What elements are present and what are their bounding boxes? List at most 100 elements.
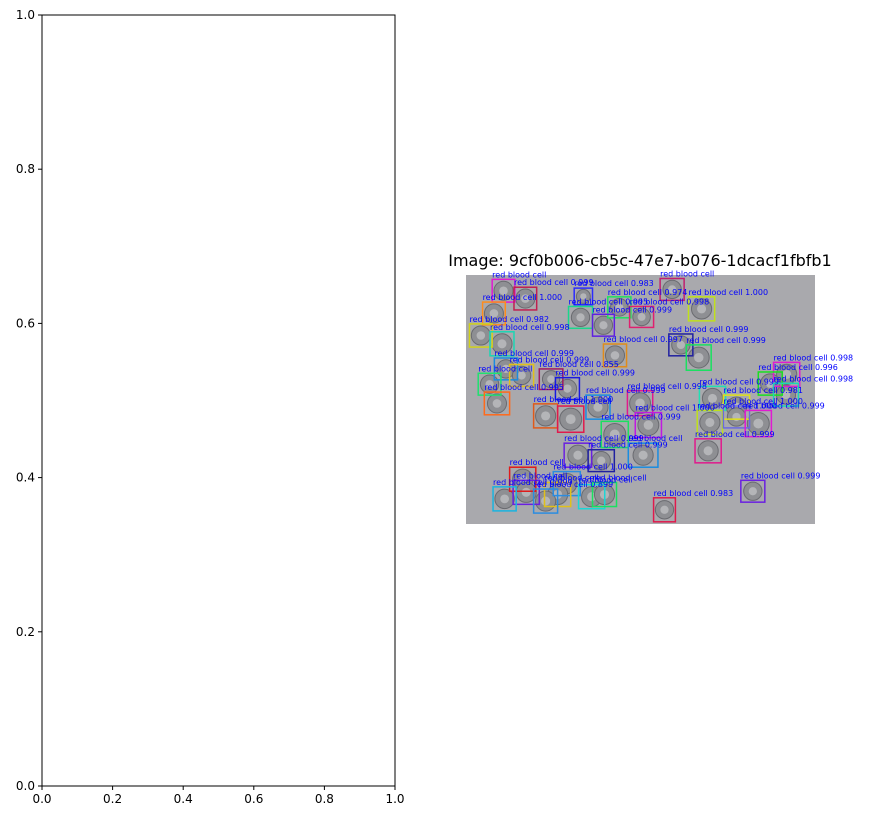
detection-label: red blood cell 0.974 xyxy=(608,288,688,297)
cell-center xyxy=(541,496,551,506)
cell-center xyxy=(576,313,585,322)
detection-box xyxy=(556,405,585,434)
detection-box xyxy=(573,287,594,306)
detection-box xyxy=(772,382,800,407)
detection-label: red blood cell xyxy=(660,269,714,278)
detection-box xyxy=(512,479,541,506)
detection-label: red blood cell 0.999 xyxy=(669,325,749,334)
cell-center xyxy=(610,351,620,360)
detection-label: red blood cell 0.999 xyxy=(588,441,668,450)
cell-center xyxy=(485,380,494,389)
detection-label: red blood cell 0.996 xyxy=(758,363,838,372)
detection-box xyxy=(652,497,677,523)
detection-box xyxy=(468,323,493,348)
detection-label: red blood cell 1.000 xyxy=(697,401,777,410)
detection-label: red blood cell 1.000 xyxy=(534,395,614,404)
cell-center xyxy=(609,429,620,440)
detection-label: red blood cell 0.998 xyxy=(774,374,854,383)
detection-box xyxy=(744,409,773,438)
image-panel: Image: 9cf0b006-cb5c-47e7-b076-1dcacf1fb… xyxy=(448,251,853,524)
detection-label: red blood cell 0.995 xyxy=(484,383,564,392)
image-title: Image: 9cf0b006-cb5c-47e7-b076-1dcacf1fb… xyxy=(448,251,831,270)
cell-center xyxy=(635,398,645,408)
cell-center xyxy=(615,303,624,312)
cell-center xyxy=(638,450,648,460)
y-tick-label: 0.6 xyxy=(16,316,35,330)
cell-center xyxy=(599,321,608,330)
detection-box xyxy=(493,357,519,381)
detection-box xyxy=(591,313,616,337)
detection-box xyxy=(628,305,655,329)
detection-label: red blood cell xyxy=(628,434,682,443)
cell-center xyxy=(562,479,572,489)
cell-center xyxy=(580,293,587,300)
detection-label: red blood cell xyxy=(492,270,546,279)
y-tick-label: 1.0 xyxy=(16,8,35,22)
cell-center xyxy=(660,505,669,514)
detection-label: red blood cell 1.000 xyxy=(688,288,768,297)
detection-label: red blood cell 0.981 xyxy=(723,386,803,395)
detection-label: red blood cell xyxy=(558,397,612,406)
detection-label: red blood cell 0.999 xyxy=(555,369,635,378)
cell-center xyxy=(637,312,646,321)
detection-box xyxy=(659,277,685,302)
detection-label: red blood cell 0.999 xyxy=(593,305,673,314)
cell-center xyxy=(497,339,507,349)
detection-label: red blood cell xyxy=(510,458,564,467)
detection-box xyxy=(696,409,724,436)
x-axis-ticks: 0.0 0.2 0.4 0.6 0.8 1.0 xyxy=(32,786,405,806)
cell-center xyxy=(573,450,583,460)
detection-label: red blood cell 0.999 xyxy=(695,430,775,439)
detection-label: red blood cell 1.000 xyxy=(483,293,563,302)
cell-center xyxy=(492,399,502,408)
cell-center xyxy=(765,379,775,388)
x-tick-label: 0.2 xyxy=(103,792,122,806)
cell-center xyxy=(565,414,576,425)
detection-box xyxy=(626,390,654,417)
detection-box xyxy=(607,296,632,319)
cell-center xyxy=(703,446,713,456)
cell-center xyxy=(694,352,704,363)
x-tick-label: 1.0 xyxy=(385,792,404,806)
detection-label: red blood cell 0.999 xyxy=(741,471,821,480)
cell-center xyxy=(501,364,511,374)
y-tick-label: 0.0 xyxy=(16,779,35,793)
detection-box xyxy=(600,420,630,449)
cell-center xyxy=(587,492,597,502)
detection-box xyxy=(483,391,511,416)
cell-center xyxy=(563,384,572,393)
detection-box xyxy=(685,344,712,371)
x-tick-label: 0.4 xyxy=(174,792,193,806)
cell-center xyxy=(748,487,757,496)
detection-box xyxy=(602,343,628,368)
cell-center xyxy=(707,393,718,403)
y-tick-label: 0.4 xyxy=(16,471,35,485)
cell-center xyxy=(705,417,715,427)
detection-label: red blood cell 1.000 xyxy=(635,404,715,413)
detection-box xyxy=(587,448,616,473)
detection-label: red blood cell 0.999 xyxy=(686,336,766,345)
detection-boxes xyxy=(468,277,801,523)
detection-label: red blood cell xyxy=(513,471,567,480)
left-axes-frame xyxy=(41,14,396,787)
detection-label: red blood cell 1.000 xyxy=(553,463,633,472)
detection-box xyxy=(538,368,564,391)
detection-label: red blood cell xyxy=(593,474,647,483)
x-tick-label: 0.0 xyxy=(32,792,51,806)
detection-label: red blood cell 0.999 xyxy=(493,478,573,487)
cell-center xyxy=(782,369,792,379)
detection-label: red blood cell 0.999 xyxy=(514,278,594,287)
x-tick-label: 0.8 xyxy=(315,792,334,806)
detection-box xyxy=(687,296,716,322)
detection-box xyxy=(740,479,766,503)
y-axis-ticks: 0.0 0.2 0.4 0.6 0.8 1.0 xyxy=(16,8,42,793)
detection-box xyxy=(508,363,535,388)
detection-box xyxy=(554,376,581,401)
cell-center xyxy=(521,487,531,497)
detection-label: red blood cell 0.999 xyxy=(510,356,590,365)
detection-box xyxy=(532,488,559,514)
detection-box xyxy=(634,411,663,439)
detection-label: red blood cell 0.855 xyxy=(539,360,619,369)
